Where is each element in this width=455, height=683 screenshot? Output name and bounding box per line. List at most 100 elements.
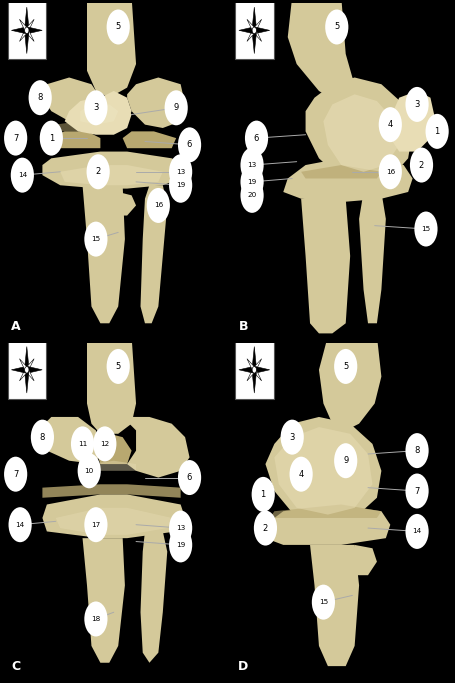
Circle shape <box>241 148 263 182</box>
Text: 13: 13 <box>176 525 185 531</box>
Polygon shape <box>11 366 27 374</box>
Polygon shape <box>254 27 270 34</box>
Polygon shape <box>38 417 101 464</box>
Polygon shape <box>27 27 42 34</box>
Polygon shape <box>56 508 172 535</box>
Circle shape <box>40 121 63 156</box>
Polygon shape <box>82 538 125 663</box>
Polygon shape <box>25 7 29 30</box>
Circle shape <box>252 27 257 33</box>
Polygon shape <box>390 91 435 152</box>
Circle shape <box>4 457 27 492</box>
Polygon shape <box>25 346 29 370</box>
Polygon shape <box>283 158 413 202</box>
Polygon shape <box>123 417 190 477</box>
Circle shape <box>169 168 192 203</box>
Circle shape <box>78 454 101 488</box>
Text: 7: 7 <box>13 134 18 143</box>
Polygon shape <box>42 494 185 538</box>
Circle shape <box>93 426 116 462</box>
Circle shape <box>252 367 257 373</box>
Circle shape <box>334 443 357 478</box>
Polygon shape <box>25 30 29 53</box>
Text: 15: 15 <box>91 236 101 242</box>
Text: 19: 19 <box>176 182 185 189</box>
Polygon shape <box>25 368 34 381</box>
Circle shape <box>415 212 438 247</box>
Text: 15: 15 <box>319 599 328 605</box>
Text: 6: 6 <box>187 140 192 150</box>
Circle shape <box>106 349 130 384</box>
Polygon shape <box>306 77 413 185</box>
Polygon shape <box>101 91 131 122</box>
FancyBboxPatch shape <box>235 1 273 59</box>
Circle shape <box>29 80 52 115</box>
Polygon shape <box>42 77 101 124</box>
Circle shape <box>71 426 94 462</box>
Polygon shape <box>25 29 34 42</box>
Text: 14: 14 <box>18 172 27 178</box>
Circle shape <box>147 188 170 223</box>
Text: 3: 3 <box>93 103 99 112</box>
Circle shape <box>405 433 429 468</box>
Circle shape <box>169 527 192 562</box>
Circle shape <box>84 90 107 125</box>
Text: 1: 1 <box>435 127 440 136</box>
Polygon shape <box>265 505 390 545</box>
Polygon shape <box>25 370 29 393</box>
Circle shape <box>241 178 263 213</box>
Circle shape <box>334 349 357 384</box>
Polygon shape <box>239 366 254 374</box>
Text: 14: 14 <box>15 522 25 528</box>
Circle shape <box>178 460 201 495</box>
Polygon shape <box>301 165 381 178</box>
Polygon shape <box>247 368 255 381</box>
Text: 9: 9 <box>343 456 349 465</box>
Polygon shape <box>80 104 118 124</box>
Text: 15: 15 <box>421 226 430 232</box>
Polygon shape <box>141 531 167 663</box>
FancyBboxPatch shape <box>8 1 46 59</box>
Circle shape <box>379 154 402 189</box>
Circle shape <box>25 367 29 373</box>
Polygon shape <box>253 19 262 32</box>
Polygon shape <box>42 152 185 189</box>
Polygon shape <box>87 336 136 434</box>
Polygon shape <box>324 94 399 171</box>
Polygon shape <box>253 368 262 381</box>
Text: 11: 11 <box>78 441 87 447</box>
FancyBboxPatch shape <box>8 341 46 399</box>
Text: 8: 8 <box>37 93 43 102</box>
Circle shape <box>84 507 107 542</box>
Polygon shape <box>20 19 28 32</box>
Text: 9: 9 <box>173 103 179 112</box>
Circle shape <box>254 511 277 546</box>
Text: 19: 19 <box>176 542 185 548</box>
Polygon shape <box>25 19 34 32</box>
Text: 7: 7 <box>415 486 420 496</box>
Polygon shape <box>47 131 101 148</box>
Polygon shape <box>123 131 176 148</box>
FancyBboxPatch shape <box>235 341 273 399</box>
Polygon shape <box>127 77 185 128</box>
Polygon shape <box>253 359 262 372</box>
Polygon shape <box>25 359 34 372</box>
Polygon shape <box>239 27 254 34</box>
Text: A: A <box>11 320 20 333</box>
Circle shape <box>312 585 335 619</box>
Polygon shape <box>254 366 270 374</box>
Circle shape <box>165 90 188 125</box>
Text: 1: 1 <box>261 490 266 499</box>
Text: 13: 13 <box>248 162 257 168</box>
Polygon shape <box>82 185 125 323</box>
Circle shape <box>31 419 54 455</box>
Polygon shape <box>319 336 381 430</box>
Text: 1: 1 <box>49 134 54 143</box>
Polygon shape <box>252 30 257 53</box>
Circle shape <box>410 148 433 182</box>
Polygon shape <box>252 346 257 370</box>
Polygon shape <box>247 29 255 42</box>
Text: 17: 17 <box>91 522 101 528</box>
Circle shape <box>25 27 29 33</box>
Polygon shape <box>265 417 381 525</box>
